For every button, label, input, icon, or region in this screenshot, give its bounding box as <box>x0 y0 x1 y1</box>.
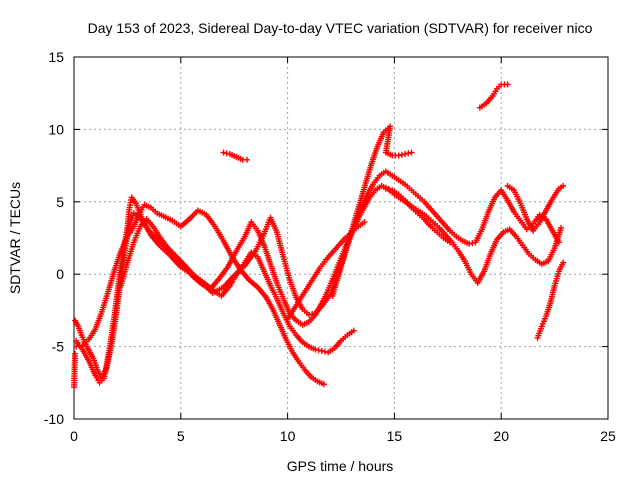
data-point <box>405 150 412 157</box>
data-point <box>318 347 325 354</box>
x-tick-label: 10 <box>280 428 296 444</box>
x-tick-label: 0 <box>70 428 78 444</box>
data-point <box>402 151 409 158</box>
data-point <box>72 350 79 357</box>
data-point <box>315 347 322 354</box>
data-point <box>504 81 511 88</box>
data-point <box>560 182 567 189</box>
data-point <box>220 149 227 156</box>
series-track-8 <box>220 149 251 163</box>
y-tick-label: 0 <box>56 266 64 282</box>
series-track-7 <box>284 219 368 323</box>
y-tick-label: -5 <box>52 339 65 355</box>
x-tick-label: 20 <box>493 428 509 444</box>
x-tick-label: 5 <box>177 428 185 444</box>
data-point <box>408 149 415 156</box>
data-point <box>382 185 389 192</box>
data-point <box>321 348 328 355</box>
series-track-6 <box>382 185 453 246</box>
series-track-11 <box>504 182 567 234</box>
data-point <box>446 239 453 246</box>
y-tick-label: 10 <box>48 121 64 137</box>
y-tick-label: 5 <box>56 194 64 210</box>
series-track-3 <box>73 201 327 388</box>
y-tick-label: 15 <box>48 49 64 65</box>
data-point <box>244 156 251 163</box>
data-point <box>560 259 567 266</box>
data-point <box>312 346 319 353</box>
series-track-5 <box>329 123 415 299</box>
gridlines <box>74 57 608 419</box>
series-track-10 <box>534 259 567 341</box>
x-tick-label: 25 <box>600 428 616 444</box>
data-point <box>395 152 402 159</box>
series-track-9 <box>476 81 511 111</box>
x-tick-label: 15 <box>387 428 403 444</box>
axis-ticks: 0 5 10 15 20 25 -10 -5 0 5 10 15 <box>44 49 616 444</box>
data-point <box>76 342 83 349</box>
data-point <box>320 381 327 388</box>
data-point <box>386 186 393 193</box>
data-point <box>398 151 405 158</box>
data-point <box>555 239 562 246</box>
data-point <box>305 311 312 318</box>
data-point <box>73 343 80 350</box>
chart-title: Day 153 of 2023, Sidereal Day-to-day VTE… <box>88 20 593 36</box>
data-point <box>361 219 368 226</box>
x-axis-label: GPS time / hours <box>287 458 394 474</box>
plot-frame <box>73 56 609 420</box>
data-point <box>466 240 473 247</box>
data-point <box>350 327 357 334</box>
data-point <box>469 240 476 247</box>
y-axis-label: SDTVAR / TECUs <box>7 182 23 294</box>
series-track-12 <box>71 350 79 391</box>
data-point <box>223 150 230 157</box>
series-track-2 <box>73 182 565 386</box>
y-tick-label: -10 <box>44 411 64 427</box>
data-point <box>558 224 565 231</box>
data-series <box>71 81 567 391</box>
